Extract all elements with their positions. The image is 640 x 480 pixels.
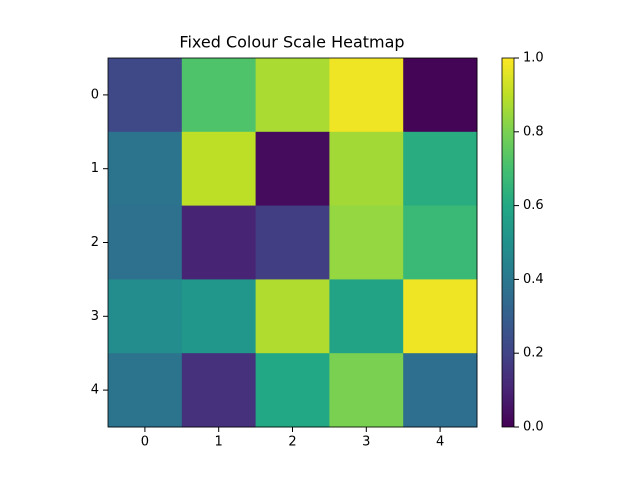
heatmap-cell [108,353,183,428]
colorbar-tick-label: 0.4 [523,272,544,287]
colorbar [501,57,515,428]
heatmap-cell [255,279,330,354]
heatmap-cell [329,58,404,133]
colorbar-tick-label: 0.6 [523,198,544,213]
heatmap-cell [403,279,478,354]
heatmap-cell [403,205,478,280]
y-tick-label: 4 [91,383,99,398]
heatmap-cell [329,131,404,207]
heatmap-cell [329,353,404,428]
y-tick-label: 1 [91,161,99,176]
x-tick-label: 3 [362,435,370,450]
x-tick-label: 4 [436,435,444,450]
heatmap-cell [108,131,183,207]
heatmap-cell [181,205,257,280]
heatmap-cell [255,58,330,133]
colorbar-tick-label: 0.8 [523,124,544,139]
axes-frame [107,57,478,428]
heatmap-cell [403,58,478,133]
colorbar-tick-label: 0.0 [523,420,544,435]
heatmap-cell [181,279,257,354]
heatmap-cell [329,279,404,354]
heatmap-cell [181,58,257,133]
heatmap-cell [329,205,404,280]
heatmap-cell [108,279,183,354]
heatmap-cell [181,353,257,428]
heatmap-cell [181,131,257,207]
x-tick-label: 0 [141,435,149,450]
heatmap-cell [108,205,183,280]
colorbar-tick-label: 1.0 [523,51,544,66]
heatmap-cell [403,353,478,428]
heatmap-cell [403,131,478,207]
chart-title: Fixed Colour Scale Heatmap [179,33,404,52]
heatmap-cell [255,205,330,280]
heatmap-cell [255,131,330,207]
colorbar-tick-label: 0.2 [523,346,544,361]
y-tick-label: 0 [91,87,99,102]
x-tick-label: 1 [215,435,223,450]
heatmap-cell [255,353,330,428]
x-tick-label: 2 [288,435,296,450]
heatmap-cell [108,58,183,133]
y-tick-label: 3 [91,309,99,324]
y-tick-label: 2 [91,235,99,250]
